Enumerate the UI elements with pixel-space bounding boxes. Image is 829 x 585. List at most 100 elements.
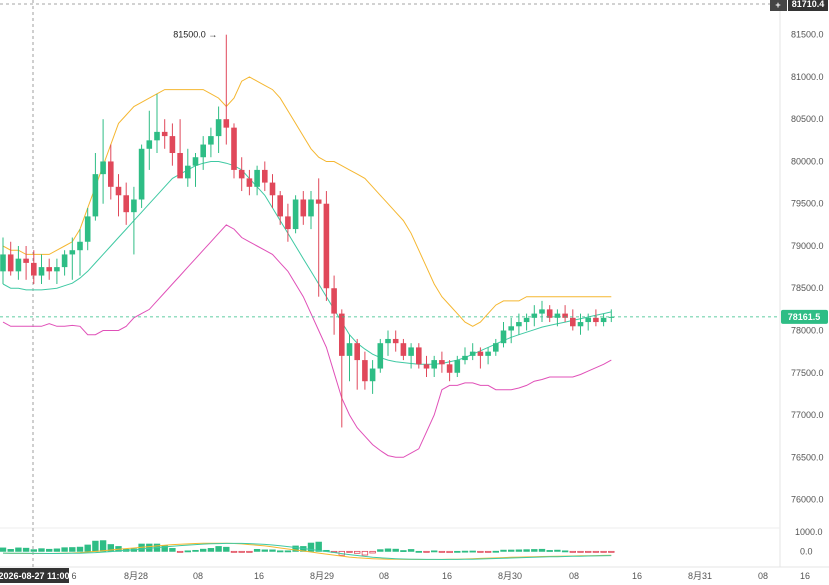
candle-body[interactable]: [46, 267, 52, 272]
bollinger-middle-line: [2, 161, 612, 365]
candle-body[interactable]: [608, 316, 615, 318]
candle-body[interactable]: [138, 148, 145, 200]
candle-body[interactable]: [339, 313, 345, 356]
candle-body[interactable]: [331, 288, 337, 314]
candle-body[interactable]: [477, 351, 484, 356]
candle-body[interactable]: [300, 199, 307, 217]
candle-body[interactable]: [385, 338, 391, 344]
candle-body[interactable]: [493, 343, 499, 352]
candle-body[interactable]: [315, 199, 322, 204]
candle-body[interactable]: [23, 258, 29, 263]
macd-histogram-bar: [199, 548, 207, 552]
candle-body[interactable]: [54, 267, 60, 272]
candle-body[interactable]: [562, 313, 568, 318]
macd-dif-line: [2, 542, 612, 560]
candle-body[interactable]: [254, 169, 260, 187]
candle-body[interactable]: [377, 343, 384, 369]
candle-body[interactable]: [469, 351, 476, 356]
candle-body[interactable]: [408, 347, 414, 356]
candle-body[interactable]: [346, 343, 353, 356]
candle-body[interactable]: [161, 131, 168, 137]
candle-body[interactable]: [392, 338, 399, 344]
candle-body[interactable]: [523, 317, 530, 323]
candle-body[interactable]: [539, 309, 545, 314]
candle-body[interactable]: [200, 144, 206, 158]
candle-body[interactable]: [292, 199, 299, 230]
macd-histogram-bar: [377, 549, 384, 552]
candle-body[interactable]: [92, 174, 99, 217]
candle-body[interactable]: [0, 254, 6, 272]
macd-histogram-bar: [423, 550, 430, 553]
candle-body[interactable]: [585, 317, 591, 323]
candle-body[interactable]: [15, 258, 22, 272]
x-tick-label: 8月30: [498, 571, 522, 581]
candle-body[interactable]: [462, 355, 468, 361]
macd-histogram-bar: [438, 550, 446, 553]
candle-body[interactable]: [169, 136, 176, 154]
candle-body[interactable]: [31, 262, 37, 276]
candle-body[interactable]: [439, 360, 445, 365]
macd-histogram-bar: [446, 550, 453, 554]
candle-body[interactable]: [61, 254, 68, 268]
candle-body[interactable]: [546, 309, 553, 318]
candle-body[interactable]: [7, 254, 14, 272]
candle-body[interactable]: [531, 313, 538, 318]
macd-histogram-bar: [69, 547, 76, 552]
candle-body[interactable]: [185, 165, 191, 179]
candle-body[interactable]: [600, 317, 607, 323]
candle-body[interactable]: [177, 153, 183, 179]
candle-body[interactable]: [323, 203, 330, 289]
candle-body[interactable]: [192, 157, 199, 166]
candle-body[interactable]: [208, 136, 214, 145]
candle-body[interactable]: [131, 199, 137, 213]
candle-body[interactable]: [231, 127, 237, 170]
macd-histogram-bar: [292, 545, 299, 552]
candle-body[interactable]: [593, 317, 599, 323]
candle-body[interactable]: [84, 216, 91, 242]
candle-body[interactable]: [100, 161, 106, 175]
x-tick-label: 16: [442, 571, 452, 581]
candle-body[interactable]: [246, 178, 253, 187]
macd-histogram-bar: [400, 550, 407, 552]
candle-body[interactable]: [146, 140, 153, 149]
candle-body[interactable]: [446, 364, 453, 373]
candle-body[interactable]: [223, 119, 230, 128]
candle-body[interactable]: [215, 119, 222, 137]
macd-histogram-bar: [608, 550, 615, 553]
candle-body[interactable]: [362, 360, 368, 382]
candle-body[interactable]: [516, 322, 522, 327]
candle-body[interactable]: [77, 241, 83, 251]
macd-histogram-bar: [469, 550, 476, 553]
candle-body[interactable]: [369, 368, 376, 382]
candle-body[interactable]: [308, 199, 314, 217]
candle-body[interactable]: [485, 351, 491, 356]
candle-body[interactable]: [454, 360, 461, 373]
candle-body[interactable]: [285, 216, 291, 230]
candle-body[interactable]: [431, 360, 437, 369]
candle-body[interactable]: [108, 161, 114, 187]
candle-body[interactable]: [262, 169, 268, 183]
candle-body[interactable]: [416, 347, 422, 365]
candle-body[interactable]: [508, 326, 514, 331]
candle-body[interactable]: [69, 250, 76, 255]
macd-histogram-bar: [554, 549, 561, 552]
candle-body[interactable]: [38, 267, 45, 276]
macd-histogram-bar: [592, 550, 600, 553]
candle-body[interactable]: [238, 169, 245, 179]
candle-body[interactable]: [154, 131, 160, 141]
candle-body[interactable]: [500, 330, 507, 344]
macd-histogram-bar: [315, 541, 322, 552]
candle-body[interactable]: [277, 195, 283, 217]
macd-histogram-bar: [0, 547, 7, 552]
crosshair-plus-button[interactable]: [770, 0, 787, 11]
candle-body[interactable]: [354, 343, 360, 361]
candle-body[interactable]: [570, 317, 576, 327]
candle-body[interactable]: [423, 364, 430, 369]
candle-body[interactable]: [577, 322, 584, 327]
candle-body[interactable]: [115, 186, 122, 196]
candle-body[interactable]: [269, 182, 276, 196]
candle-body[interactable]: [123, 195, 129, 213]
candle-body[interactable]: [400, 343, 407, 356]
candle-body[interactable]: [554, 313, 561, 318]
